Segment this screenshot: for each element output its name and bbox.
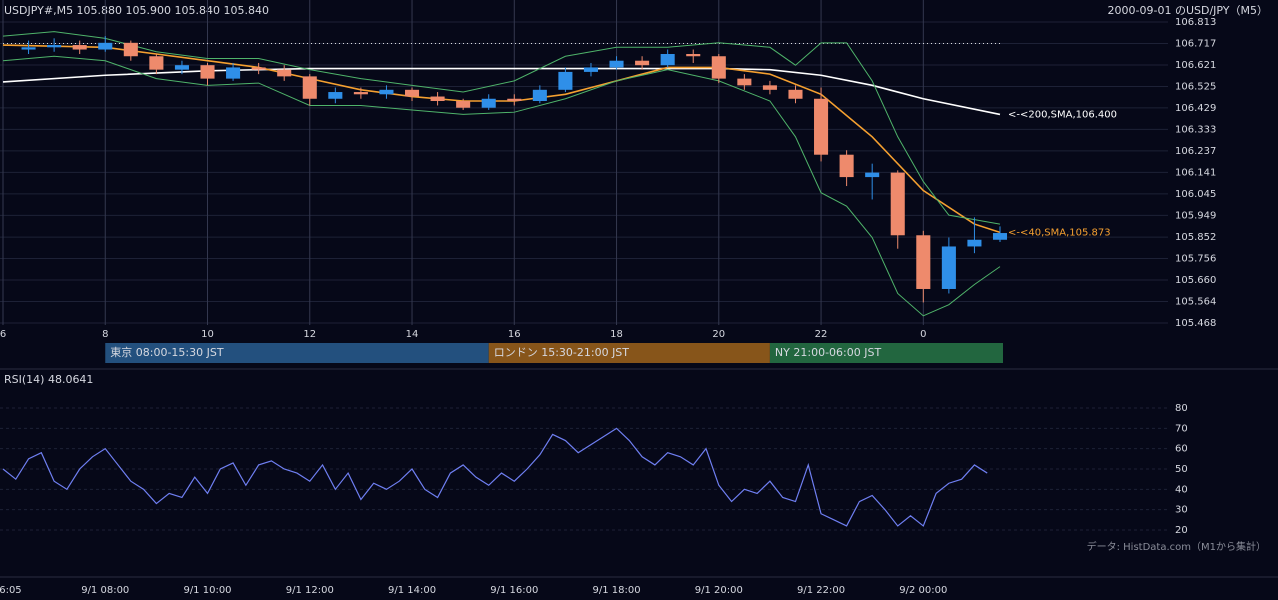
candle-body <box>72 45 87 50</box>
y-tick-label: 70 <box>1175 423 1188 434</box>
x-tick-label: 12 <box>303 329 316 340</box>
y-tick-label: 105.756 <box>1175 254 1216 265</box>
rsi-line <box>2 427 988 527</box>
candle-body <box>328 92 343 99</box>
candle-body <box>711 56 726 79</box>
candle-body <box>174 65 189 70</box>
y-tick-label: 106.813 <box>1175 17 1216 28</box>
y-tick-label: 106.045 <box>1175 189 1216 200</box>
candle-body <box>992 233 1008 240</box>
x-tick-label: 20 <box>712 329 725 340</box>
y-tick-label: 106.237 <box>1175 146 1216 157</box>
candle-body <box>558 71 573 90</box>
x-tick-label: 14 <box>406 329 419 340</box>
candle-body <box>583 67 599 72</box>
candle-body <box>353 92 368 95</box>
candle-body <box>635 60 650 66</box>
y-tick-label: 105.468 <box>1175 318 1216 329</box>
x-tick-label: 9/2 00:00 <box>899 585 947 596</box>
y-tick-label: 106.429 <box>1175 103 1216 114</box>
y-tick-label: 80 <box>1175 403 1188 414</box>
candle-body <box>404 89 420 97</box>
y-tick-label: 40 <box>1175 484 1188 495</box>
candle-body <box>277 69 292 77</box>
candle-body <box>98 42 113 50</box>
indicator-line <box>2 55 1001 317</box>
x-tick-label: 6 <box>0 329 6 340</box>
x-tick-label: 9/1 18:00 <box>592 585 640 596</box>
candle-body <box>123 42 138 57</box>
y-tick-label: 105.660 <box>1175 275 1216 286</box>
y-tick-label: 105.852 <box>1175 232 1216 243</box>
x-tick-label: 18 <box>610 329 623 340</box>
y-tick-label: 106.141 <box>1175 167 1216 178</box>
candle-body <box>916 235 931 289</box>
y-tick-label: 105.949 <box>1175 210 1216 221</box>
x-tick-label: 9/1 22:00 <box>797 585 845 596</box>
y-tick-label: 106.525 <box>1175 81 1216 92</box>
line-annotation: <-<40,SMA,105.873 <box>1008 227 1111 238</box>
x-tick-label: 10 <box>201 329 214 340</box>
y-tick-label: 106.621 <box>1175 60 1216 71</box>
session-bar <box>769 343 1003 363</box>
y-tick-label: 20 <box>1175 525 1188 536</box>
candle-body <box>47 45 62 48</box>
x-tick-label: 22 <box>815 329 828 340</box>
session-bar <box>105 343 489 363</box>
x-tick-label: 0 <box>920 329 926 340</box>
x-tick-label: 9/1 10:00 <box>183 585 231 596</box>
candle-body <box>21 47 36 50</box>
line-annotation: <-<200,SMA,106.400 <box>1008 109 1117 120</box>
y-tick-label: 30 <box>1175 505 1188 516</box>
source-note: データ: HistData.com（M1から集計） <box>1087 540 1266 553</box>
session-bar <box>488 343 770 363</box>
candle-body <box>788 89 803 99</box>
x-tick-label: 9/1 14:00 <box>388 585 436 596</box>
x-tick-label: 9/1 16:00 <box>490 585 538 596</box>
candle-body <box>890 172 905 236</box>
session-label: ロンドン 15:30-21:00 JST <box>494 346 630 359</box>
candle-body <box>200 65 215 79</box>
chart-header: 2000-09-01 のUSD/JPY（M5） <box>1108 4 1268 17</box>
candle-body <box>302 76 317 99</box>
y-tick-label: 106.717 <box>1175 38 1216 49</box>
x-tick-label: 16 <box>508 329 521 340</box>
candle-body <box>507 98 522 101</box>
candle-body <box>660 54 675 66</box>
indicator-line <box>2 31 1001 225</box>
candle-body <box>226 67 241 79</box>
candle-body <box>967 239 982 247</box>
candle-body <box>839 154 854 178</box>
x-tick-label: 06:05 <box>0 585 22 596</box>
rsi-title: RSI(14) 48.0641 <box>4 373 93 386</box>
y-tick-label: 106.333 <box>1175 124 1216 135</box>
candle-body <box>481 98 496 108</box>
candle-body <box>737 78 752 86</box>
x-tick-label: 9/1 20:00 <box>695 585 743 596</box>
session-label: 東京 08:00-15:30 JST <box>110 345 224 359</box>
candle-body <box>149 56 164 70</box>
candle-body <box>379 89 394 95</box>
candle-body <box>251 67 266 70</box>
candle-body <box>532 89 547 101</box>
y-tick-label: 60 <box>1175 444 1188 455</box>
candle-body <box>456 100 471 108</box>
candle-body <box>762 85 777 90</box>
x-tick-label: 9/1 08:00 <box>81 585 129 596</box>
candle-body <box>430 96 445 101</box>
candle-body <box>686 54 701 57</box>
session-label: NY 21:00-06:00 JST <box>775 346 882 359</box>
candle-body <box>865 172 880 178</box>
chart-title: USDJPY#,M5 105.880 105.900 105.840 105.8… <box>4 4 269 17</box>
x-tick-label: 9/1 12:00 <box>286 585 334 596</box>
x-tick-label: 8 <box>102 329 108 340</box>
y-tick-label: 105.564 <box>1175 297 1216 308</box>
candle-body <box>609 60 624 68</box>
candle-body <box>814 98 829 155</box>
candle-body <box>941 246 956 289</box>
y-tick-label: 50 <box>1175 464 1188 475</box>
